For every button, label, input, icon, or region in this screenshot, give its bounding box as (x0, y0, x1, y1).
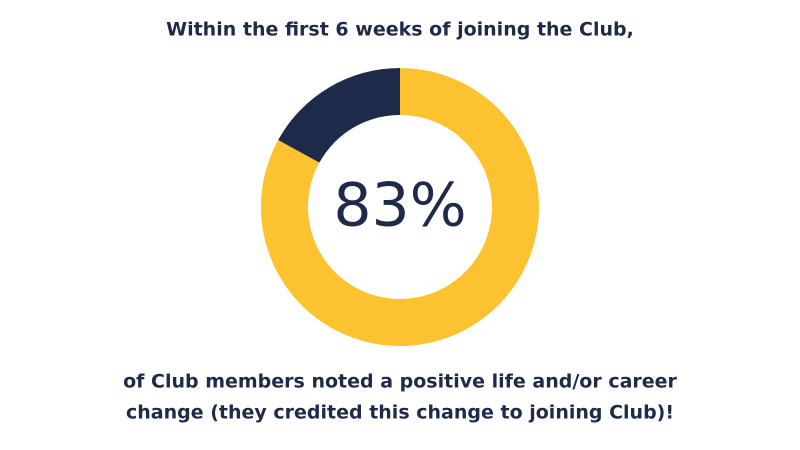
center-label: 83% (333, 171, 466, 241)
donut-segment (261, 68, 539, 347)
caption-line: change (they credited this change to joi… (126, 402, 674, 424)
chart-title: Within the first 6 weeks of joining the … (166, 19, 634, 41)
donut-segment (278, 68, 400, 163)
caption-line: of Club members noted a positive life an… (123, 371, 677, 393)
